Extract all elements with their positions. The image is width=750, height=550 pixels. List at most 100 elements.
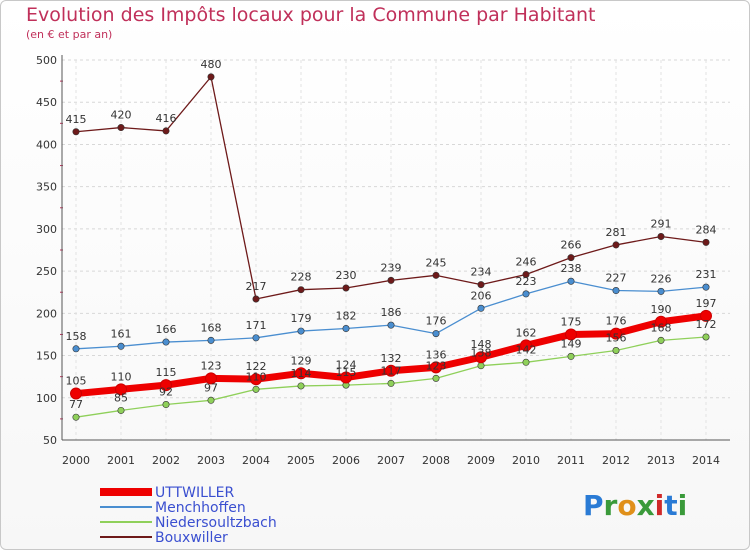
- data-point-menchhoffen: [117, 342, 125, 350]
- chart-title: Evolution des Impôts locaux pour la Comm…: [26, 4, 596, 26]
- legend-label-bouxwiller: Bouxwiller: [155, 530, 228, 546]
- x-tick-label: 2013: [647, 454, 675, 467]
- data-label-niedersoultzbach: 117: [381, 364, 402, 377]
- data-label-uttwiller: 190: [651, 303, 672, 316]
- legend-label-uttwiller: UTTWILLER: [155, 485, 235, 501]
- x-tick-label: 2011: [557, 454, 585, 467]
- data-point-niedersoultzbach: [207, 396, 215, 404]
- x-tick-label: 2002: [152, 454, 180, 467]
- data-point-niedersoultzbach: [297, 382, 305, 390]
- data-label-uttwiller: 148: [471, 338, 492, 351]
- data-point-menchhoffen: [567, 277, 575, 285]
- x-tick-label: 2004: [242, 454, 270, 467]
- data-point-menchhoffen: [612, 287, 620, 295]
- data-label-niedersoultzbach: 97: [204, 381, 218, 394]
- data-point-niedersoultzbach: [657, 336, 665, 344]
- legend-label-niedersoultzbach: Niedersoultzbach: [155, 515, 277, 531]
- y-tick-label: 400: [36, 138, 57, 151]
- data-label-uttwiller: 124: [336, 359, 357, 372]
- data-label-niedersoultzbach: 168: [651, 321, 672, 334]
- data-label-menchhoffen: 171: [246, 319, 267, 332]
- data-point-menchhoffen: [72, 345, 80, 353]
- data-point-bouxwiller: [252, 295, 260, 303]
- data-point-uttwiller: [385, 364, 397, 377]
- data-label-menchhoffen: 238: [561, 262, 582, 275]
- data-point-niedersoultzbach: [522, 358, 530, 366]
- y-tick-label: 100: [36, 392, 57, 405]
- data-label-bouxwiller: 217: [246, 280, 267, 293]
- data-point-niedersoultzbach: [117, 406, 125, 414]
- data-point-niedersoultzbach: [252, 385, 260, 393]
- y-tick-label: 200: [36, 307, 57, 320]
- data-point-menchhoffen: [252, 334, 260, 342]
- data-point-bouxwiller: [657, 232, 665, 240]
- y-tick-label: 500: [36, 54, 57, 67]
- data-label-niedersoultzbach: 149: [561, 337, 582, 350]
- x-tick-label: 2012: [602, 454, 630, 467]
- data-label-menchhoffen: 166: [156, 323, 177, 336]
- data-label-bouxwiller: 230: [336, 269, 357, 282]
- data-point-uttwiller: [70, 387, 82, 400]
- data-label-uttwiller: 132: [381, 352, 402, 365]
- data-label-uttwiller: 129: [291, 354, 312, 367]
- data-label-niedersoultzbach: 142: [516, 343, 537, 356]
- data-label-uttwiller: 197: [696, 297, 717, 310]
- data-label-bouxwiller: 284: [696, 223, 717, 236]
- data-point-niedersoultzbach: [612, 346, 620, 354]
- x-tick-label: 2000: [62, 454, 90, 467]
- logo-letter: P: [583, 489, 604, 522]
- data-point-niedersoultzbach: [162, 401, 170, 409]
- x-tick-label: 2014: [692, 454, 720, 467]
- data-label-niedersoultzbach: 92: [159, 386, 173, 399]
- data-point-menchhoffen: [387, 321, 395, 329]
- data-label-menchhoffen: 227: [606, 272, 627, 285]
- logo-letter: o: [617, 489, 637, 522]
- data-point-menchhoffen: [432, 330, 440, 338]
- data-label-bouxwiller: 239: [381, 261, 402, 274]
- data-point-bouxwiller: [297, 286, 305, 294]
- proxiti-logo: Proxiti: [583, 489, 687, 522]
- legend: UTTWILLERMenchhoffenNiedersoultzbachBoux…: [100, 485, 277, 546]
- data-label-bouxwiller: 480: [201, 58, 222, 71]
- y-tick-label: 150: [36, 350, 57, 363]
- data-label-niedersoultzbach: 172: [696, 318, 717, 331]
- y-tick-label: 350: [36, 181, 57, 194]
- data-point-bouxwiller: [612, 241, 620, 249]
- x-tick-label: 2005: [287, 454, 315, 467]
- data-point-uttwiller: [115, 383, 127, 396]
- logo-letter: i: [654, 489, 665, 522]
- data-point-niedersoultzbach: [387, 379, 395, 387]
- data-label-menchhoffen: 179: [291, 312, 312, 325]
- data-point-uttwiller: [250, 373, 262, 386]
- data-point-menchhoffen: [477, 304, 485, 312]
- data-label-uttwiller: 136: [426, 348, 447, 361]
- data-label-uttwiller: 105: [66, 375, 87, 388]
- y-tick-label: 50: [43, 434, 57, 447]
- data-labels: 77 85 92 97 110 114 115 117 123 138 142 149 156 168 17…: [66, 58, 717, 411]
- data-label-uttwiller: 176: [606, 315, 627, 328]
- data-label-niedersoultzbach: 114: [291, 367, 312, 380]
- data-point-bouxwiller: [567, 254, 575, 262]
- data-label-menchhoffen: 226: [651, 272, 672, 285]
- data-label-niedersoultzbach: 77: [69, 398, 83, 411]
- data-point-uttwiller: [205, 372, 217, 385]
- data-point-uttwiller: [430, 361, 442, 374]
- chart-subtitle: (en € et par an): [26, 28, 113, 41]
- series-lines: [70, 73, 712, 421]
- data-point-niedersoultzbach: [477, 362, 485, 370]
- data-label-bouxwiller: 266: [561, 239, 582, 252]
- data-label-uttwiller: 122: [246, 360, 267, 373]
- x-tick-label: 2006: [332, 454, 360, 467]
- x-tick-label: 2007: [377, 454, 405, 467]
- data-point-bouxwiller: [477, 281, 485, 289]
- axes: 50 100 150 200 250 300 350 400 450 500 2000 2001 200…: [36, 54, 730, 467]
- y-tick-label: 450: [36, 96, 57, 109]
- data-point-bouxwiller: [117, 124, 125, 132]
- data-point-niedersoultzbach: [567, 352, 575, 360]
- data-label-menchhoffen: 223: [516, 275, 537, 288]
- data-point-uttwiller: [655, 315, 667, 328]
- logo-letter: x: [636, 489, 655, 522]
- data-point-menchhoffen: [522, 290, 530, 298]
